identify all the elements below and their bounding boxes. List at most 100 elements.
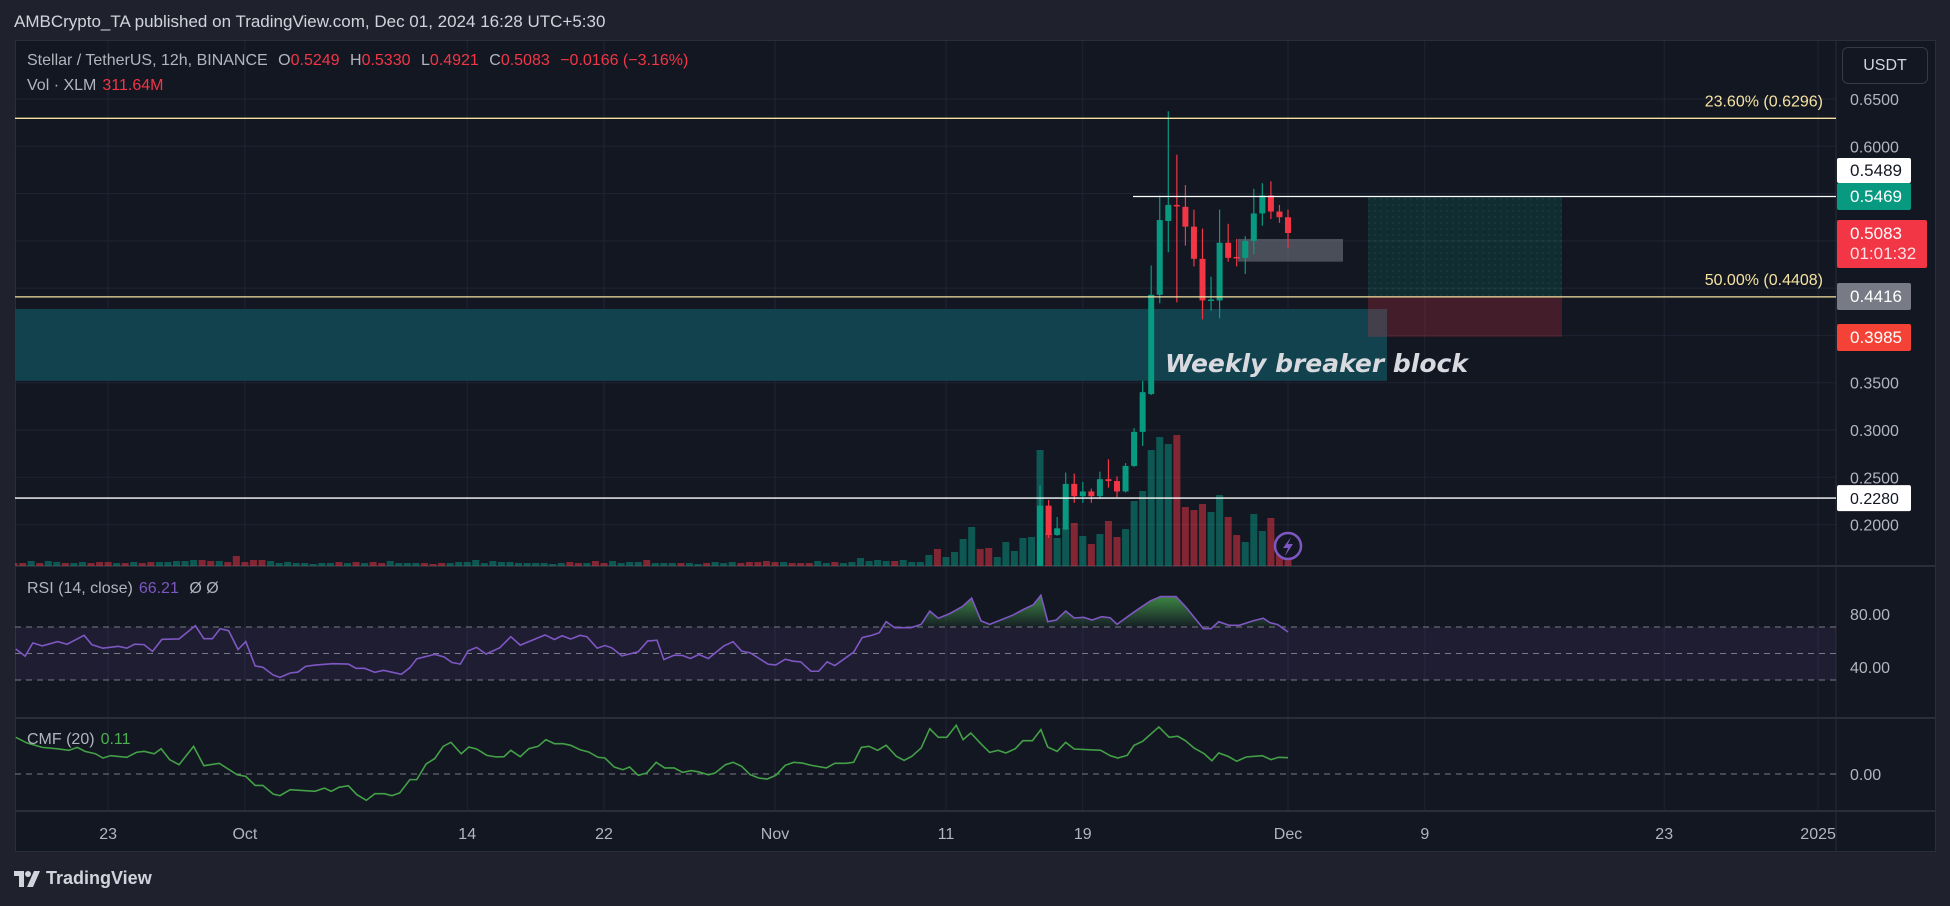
lightning-icon[interactable]	[1273, 531, 1303, 561]
candle-body	[1105, 479, 1112, 482]
volume-bar	[711, 562, 719, 566]
badge-text: 0.3985	[1850, 327, 1902, 347]
volume-bar	[1216, 495, 1224, 566]
volume-bar	[557, 563, 565, 566]
volume-bar	[908, 562, 916, 566]
breaker-block-label: Weekly breaker block	[1165, 349, 1469, 378]
rsi-value: 66.21	[138, 580, 179, 597]
volume-bar	[130, 562, 138, 566]
volume-bar	[959, 539, 967, 566]
tradingview-footer[interactable]: TradingView	[14, 868, 152, 889]
volume-bar	[489, 561, 497, 566]
volume-bar	[318, 563, 326, 566]
price-tick-label: 0.2000	[1850, 518, 1899, 535]
volume-bar	[472, 560, 480, 566]
volume-bar	[446, 563, 454, 566]
volume-bar	[215, 561, 223, 566]
countdown-text: 01:01:32	[1850, 244, 1917, 263]
volume-bar	[916, 562, 924, 566]
volume-bar	[660, 563, 668, 566]
time-tick-label: 2025	[1800, 826, 1836, 843]
volume-bar	[609, 561, 617, 566]
high-value: 0.5330	[361, 52, 411, 69]
close-value: 0.5083	[500, 52, 550, 69]
volume-bar	[857, 558, 864, 566]
volume-bar	[53, 562, 61, 566]
candle-body	[1208, 299, 1215, 301]
volume-bar	[985, 548, 993, 566]
candle-body	[1156, 220, 1163, 295]
horizontal-levels	[15, 117, 1836, 499]
volume-bar	[87, 563, 95, 566]
close-label: C	[489, 52, 501, 69]
cmf-value: 0.11	[100, 731, 131, 748]
volume-bar	[1199, 504, 1206, 566]
volume-bar	[155, 562, 163, 566]
breaker-block-zone	[15, 308, 1387, 381]
candle-body	[1285, 217, 1291, 234]
time-tick-label: 9	[1420, 826, 1429, 843]
candle-body	[1182, 206, 1189, 227]
volume-bar	[1147, 450, 1155, 566]
volume-bar	[232, 556, 240, 566]
currency-button[interactable]: USDT	[1842, 47, 1928, 84]
volume-bar	[617, 563, 625, 566]
volume-bar	[848, 562, 856, 566]
volume-bar	[19, 563, 27, 566]
cmf-label[interactable]: CMF (20)	[27, 731, 95, 748]
volume-bar	[190, 560, 198, 566]
volume-bar	[1130, 501, 1138, 566]
volume-bar	[839, 563, 847, 566]
time-tick-label: Dec	[1274, 826, 1302, 843]
position-target-texture	[1368, 196, 1562, 297]
candle-body	[1242, 240, 1249, 258]
volume-bar	[933, 549, 941, 566]
volume-bar	[532, 563, 540, 566]
volume-label[interactable]: Vol · XLM	[27, 77, 97, 94]
volume-bar	[369, 562, 377, 566]
candle-body	[1131, 431, 1138, 466]
candle-body	[1233, 256, 1240, 259]
candle-body	[1259, 195, 1266, 214]
price-badge-0.5469: 0.5469	[1837, 183, 1911, 210]
volume-bar	[1028, 537, 1035, 566]
volume-bar	[754, 562, 762, 566]
volume-legend: Vol · XLM 311.64M	[27, 77, 169, 95]
volume-bar	[173, 561, 180, 566]
cmf-tick-label: 0.00	[1850, 767, 1881, 784]
volume-bar	[249, 560, 257, 566]
volume-bar	[15, 563, 18, 566]
gray-range-box	[1238, 238, 1343, 262]
volume-bar	[882, 561, 890, 566]
volume-bar	[104, 562, 112, 566]
volume-bar	[643, 560, 651, 566]
volume-bar	[70, 563, 78, 566]
candle-body	[1088, 491, 1095, 497]
candle-body	[1165, 204, 1172, 221]
volume-bar	[1019, 538, 1027, 566]
volume-bar	[583, 563, 591, 566]
fib-label: 23.60% (0.6296)	[1705, 93, 1823, 110]
time-tick-label: 14	[458, 826, 476, 843]
rsi-pane	[15, 593, 1836, 681]
volume-bar	[1207, 512, 1215, 566]
volume-bar	[121, 563, 129, 566]
candle-body	[1199, 258, 1206, 301]
volume-bar	[1122, 529, 1130, 566]
rsi-overbought-fill	[15, 595, 1288, 627]
volume-bar	[626, 562, 634, 566]
volume-bar	[566, 562, 574, 566]
volume-bar	[745, 562, 753, 566]
rsi-legend: RSI (14, close) 66.21 Ø Ø	[27, 580, 225, 598]
volume-bar	[677, 563, 685, 566]
badge-text: 0.4416	[1850, 286, 1902, 306]
candle-body	[1045, 505, 1052, 535]
candle-body	[1122, 465, 1129, 492]
volume-bar	[591, 561, 599, 566]
rsi-label[interactable]: RSI (14, close)	[27, 580, 133, 597]
symbol-name[interactable]: Stellar / TetherUS, 12h, BINANCE	[27, 52, 268, 69]
volume-bar	[429, 564, 437, 566]
volume-bar	[822, 563, 830, 566]
volume-bar	[668, 563, 676, 566]
